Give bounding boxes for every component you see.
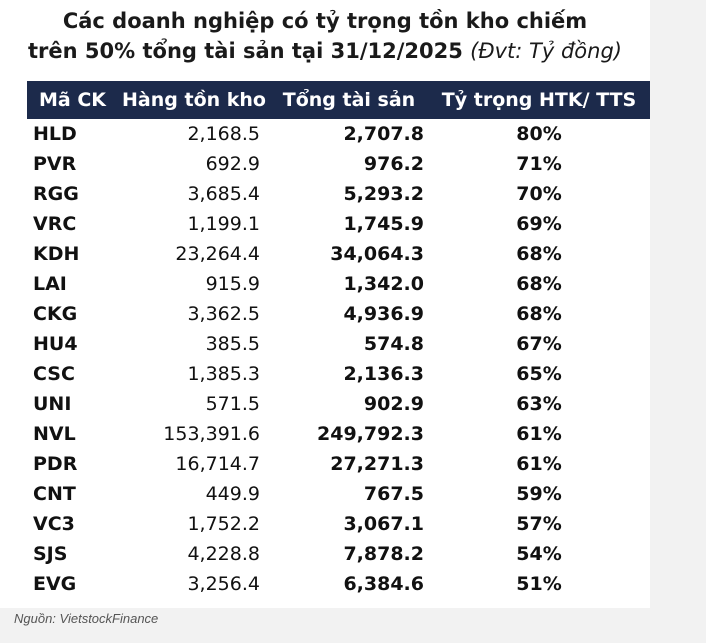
table-row: RGG 3,685.4 5,293.2 70% [27, 179, 650, 209]
table-row: PVR 692.9 976.2 71% [27, 149, 650, 179]
header-row: Mã CK Hàng tồn kho Tổng tài sản Tỷ trọng… [27, 81, 650, 119]
total-assets-cell: 2,136.3 [343, 363, 424, 385]
total-assets-cell: 574.8 [363, 333, 424, 355]
table-row: NVL 153,391.6 249,792.3 61% [27, 419, 650, 449]
inventory-cell: 385.5 [205, 333, 260, 355]
ticker-cell: HLD [33, 123, 77, 145]
inventory-cell: 1,752.2 [187, 513, 260, 535]
table-body: HLD 2,168.5 2,707.8 80% PVR 692.9 976.2 71% RGG 3… [27, 119, 650, 599]
ratio-cell: 69% [516, 213, 562, 235]
ratio-cell: 68% [516, 243, 562, 265]
total-assets-cell: 249,792.3 [317, 423, 424, 445]
inventory-cell: 153,391.6 [163, 423, 260, 445]
table-row: CKG 3,362.5 4,936.9 68% [27, 299, 650, 329]
total-assets-cell: 27,271.3 [330, 453, 424, 475]
ticker-cell: RGG [33, 183, 79, 205]
ratio-cell: 57% [516, 513, 562, 535]
table-card: Các doanh nghiệp có tỷ trọng tồn kho chi… [0, 0, 650, 608]
inventory-cell: 3,362.5 [187, 303, 260, 325]
total-assets-cell: 4,936.9 [343, 303, 424, 325]
title-line-2: trên 50% tổng tài sản tại 31/12/2025 (Đv… [0, 36, 650, 66]
total-assets-cell: 2,707.8 [343, 123, 424, 145]
ratio-cell: 63% [516, 393, 562, 415]
total-assets-cell: 976.2 [363, 153, 424, 175]
total-assets-cell: 767.5 [363, 483, 424, 505]
title-line-2-main: trên 50% tổng tài sản tại 31/12/2025 [28, 39, 463, 63]
ratio-cell: 54% [516, 543, 562, 565]
table-row: CSC 1,385.3 2,136.3 65% [27, 359, 650, 389]
table-row: HU4 385.5 574.8 67% [27, 329, 650, 359]
inventory-cell: 1,385.3 [187, 363, 260, 385]
ticker-cell: NVL [33, 423, 76, 445]
inventory-cell: 4,228.8 [187, 543, 260, 565]
inventory-cell: 16,714.7 [175, 453, 260, 475]
total-assets-cell: 7,878.2 [343, 543, 424, 565]
table-row: HLD 2,168.5 2,707.8 80% [27, 119, 650, 149]
ticker-cell: SJS [33, 543, 68, 565]
inventory-cell: 1,199.1 [187, 213, 260, 235]
inventory-cell: 2,168.5 [187, 123, 260, 145]
ratio-cell: 68% [516, 303, 562, 325]
total-assets-cell: 6,384.6 [343, 573, 424, 595]
header-ratio: Tỷ trọng HTK/ TTS [428, 81, 650, 119]
inventory-cell: 23,264.4 [175, 243, 260, 265]
header-total-assets: Tổng tài sản [270, 81, 428, 119]
ticker-cell: VRC [33, 213, 77, 235]
total-assets-cell: 1,342.0 [343, 273, 424, 295]
ticker-cell: CKG [33, 303, 78, 325]
title-line-1: Các doanh nghiệp có tỷ trọng tồn kho chi… [62, 9, 588, 33]
inventory-cell: 692.9 [205, 153, 260, 175]
table-row: EVG 3,256.4 6,384.6 51% [27, 569, 650, 599]
total-assets-cell: 1,745.9 [343, 213, 424, 235]
header-ticker: Mã CK [27, 81, 118, 119]
ticker-cell: PVR [33, 153, 77, 175]
inventory-cell: 449.9 [205, 483, 260, 505]
ticker-cell: CSC [33, 363, 75, 385]
total-assets-cell: 34,064.3 [330, 243, 424, 265]
ratio-cell: 61% [516, 453, 562, 475]
inventory-ratio-table: Mã CK Hàng tồn kho Tổng tài sản Tỷ trọng… [27, 81, 650, 599]
ratio-cell: 67% [516, 333, 562, 355]
total-assets-cell: 3,067.1 [343, 513, 424, 535]
table-row: VRC 1,199.1 1,745.9 69% [27, 209, 650, 239]
ratio-cell: 71% [516, 153, 562, 175]
ticker-cell: KDH [33, 243, 80, 265]
source-note: Nguồn: VietstockFinance [14, 611, 159, 626]
page-title: Các doanh nghiệp có tỷ trọng tồn kho chi… [0, 6, 650, 66]
table-row: PDR 16,714.7 27,271.3 61% [27, 449, 650, 479]
ticker-cell: PDR [33, 453, 78, 475]
ratio-cell: 68% [516, 273, 562, 295]
ticker-cell: EVG [33, 573, 77, 595]
ticker-cell: HU4 [33, 333, 78, 355]
total-assets-cell: 5,293.2 [343, 183, 424, 205]
table-row: SJS 4,228.8 7,878.2 54% [27, 539, 650, 569]
ticker-cell: CNT [33, 483, 76, 505]
ticker-cell: LAI [33, 273, 67, 295]
total-assets-cell: 902.9 [363, 393, 424, 415]
ratio-cell: 59% [516, 483, 562, 505]
ticker-cell: VC3 [33, 513, 75, 535]
inventory-cell: 915.9 [205, 273, 260, 295]
ticker-cell: UNI [33, 393, 72, 415]
table-row: VC3 1,752.2 3,067.1 57% [27, 509, 650, 539]
title-unit: (Đvt: Tỷ đồng) [470, 39, 622, 63]
ratio-cell: 80% [516, 123, 562, 145]
inventory-cell: 3,256.4 [187, 573, 260, 595]
ratio-cell: 61% [516, 423, 562, 445]
table-row: LAI 915.9 1,342.0 68% [27, 269, 650, 299]
table-row: UNI 571.5 902.9 63% [27, 389, 650, 419]
inventory-cell: 571.5 [205, 393, 260, 415]
inventory-cell: 3,685.4 [187, 183, 260, 205]
ratio-cell: 51% [516, 573, 562, 595]
ratio-cell: 70% [516, 183, 562, 205]
header-inventory: Hàng tồn kho [118, 81, 270, 119]
table-row: CNT 449.9 767.5 59% [27, 479, 650, 509]
table-row: KDH 23,264.4 34,064.3 68% [27, 239, 650, 269]
ratio-cell: 65% [516, 363, 562, 385]
